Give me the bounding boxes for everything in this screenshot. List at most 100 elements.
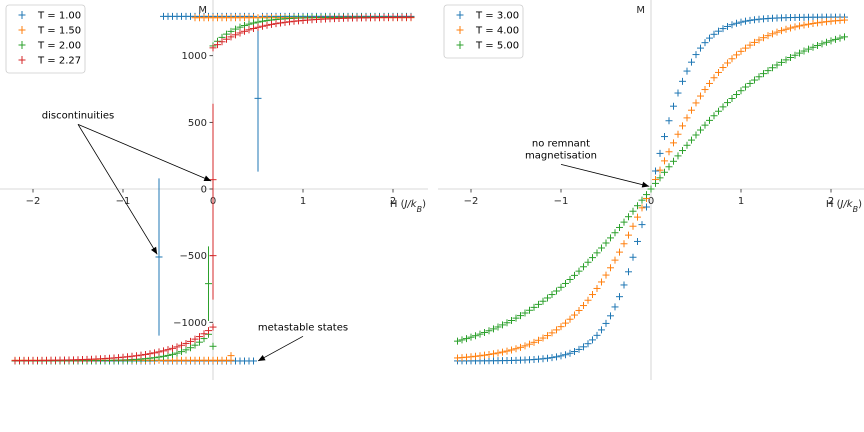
data-point <box>539 334 547 342</box>
data-point <box>620 281 628 289</box>
legend-marker <box>456 26 464 34</box>
data-point <box>683 141 691 149</box>
data-point <box>823 38 830 46</box>
x-tick-label: 1 <box>738 196 744 207</box>
data-point <box>254 23 262 31</box>
data-point <box>791 51 799 59</box>
data-point <box>508 346 515 354</box>
data-point <box>611 229 619 237</box>
data-point <box>697 92 704 100</box>
data-point <box>764 32 772 40</box>
data-point <box>169 350 176 358</box>
data-point <box>674 152 682 160</box>
data-point <box>548 354 556 362</box>
data-point <box>530 338 538 346</box>
data-point <box>499 321 506 329</box>
x-tick-label: −1 <box>116 196 131 207</box>
data-point <box>575 345 583 353</box>
data-point <box>733 91 740 99</box>
data-point <box>791 23 799 31</box>
data-point <box>566 349 574 357</box>
data-point <box>643 191 650 199</box>
legend-marker <box>456 11 464 19</box>
legend-marker <box>18 11 26 19</box>
data-point <box>182 339 190 347</box>
data-point <box>142 350 149 358</box>
data-point <box>755 36 763 44</box>
legend-label: T = 2.27 <box>37 56 81 67</box>
data-point <box>223 35 230 43</box>
y-axis-label: M <box>198 5 207 16</box>
data-point <box>458 336 466 344</box>
data-point <box>629 207 637 215</box>
data-point <box>178 341 185 349</box>
data-point <box>187 344 194 352</box>
data-point <box>485 351 493 359</box>
data-point <box>544 294 551 302</box>
data-point <box>692 51 700 59</box>
data-point <box>728 21 736 29</box>
data-point <box>191 341 199 349</box>
data-point <box>503 347 511 355</box>
arrow-head-icon <box>150 246 158 255</box>
data-point <box>268 20 275 28</box>
data-point <box>773 28 781 36</box>
legend-label: T = 4.00 <box>475 26 519 37</box>
x-axis-label: H (J/kB) <box>826 199 862 214</box>
data-point <box>787 24 794 32</box>
data-point <box>769 64 776 72</box>
data-point <box>607 234 614 242</box>
data-point <box>467 333 475 341</box>
data-point <box>832 35 839 43</box>
data-point <box>805 45 812 53</box>
data-point <box>476 352 484 360</box>
data-point <box>187 337 194 345</box>
data-point <box>737 87 745 95</box>
data-point <box>764 67 772 75</box>
data-point <box>733 19 740 27</box>
data-point <box>710 30 718 38</box>
data-point <box>746 79 754 87</box>
data-point <box>679 147 686 155</box>
data-point <box>616 223 623 231</box>
data-point <box>598 326 605 334</box>
data-point <box>454 337 461 345</box>
data-point <box>133 352 140 360</box>
legend: T = 1.00 T = 1.50 T = 2.00 T = 2.27 <box>5 4 86 74</box>
data-point <box>472 352 479 360</box>
data-point <box>814 19 821 27</box>
annotation-arrow <box>77 124 158 255</box>
data-point <box>679 77 686 85</box>
data-point <box>724 59 731 67</box>
data-point <box>665 163 673 171</box>
data-point <box>575 306 583 314</box>
data-point <box>751 76 758 84</box>
series-t-4-00 <box>454 16 848 362</box>
legend-label: T = 1.50 <box>37 26 81 37</box>
data-point <box>742 17 749 25</box>
data-point <box>805 20 812 28</box>
data-point <box>485 327 493 335</box>
annotation-arrow <box>77 123 212 182</box>
data-point <box>589 291 596 299</box>
legend-label: T = 2.00 <box>37 41 81 52</box>
annotation-text: discontinuities <box>42 110 115 121</box>
data-point <box>818 40 826 48</box>
data-point <box>548 329 556 337</box>
data-point <box>526 340 533 348</box>
data-point <box>782 56 790 64</box>
data-point <box>670 102 677 110</box>
data-point <box>652 179 659 187</box>
data-point <box>778 58 785 66</box>
data-point <box>706 79 713 87</box>
data-point <box>191 335 199 343</box>
data-point <box>490 350 497 358</box>
data-point <box>760 34 767 42</box>
data-point <box>526 306 533 314</box>
data-point <box>539 355 547 363</box>
data-point <box>571 311 578 319</box>
data-point <box>638 196 646 204</box>
data-point <box>553 287 560 295</box>
data-point <box>625 231 632 239</box>
data-point <box>196 333 203 341</box>
